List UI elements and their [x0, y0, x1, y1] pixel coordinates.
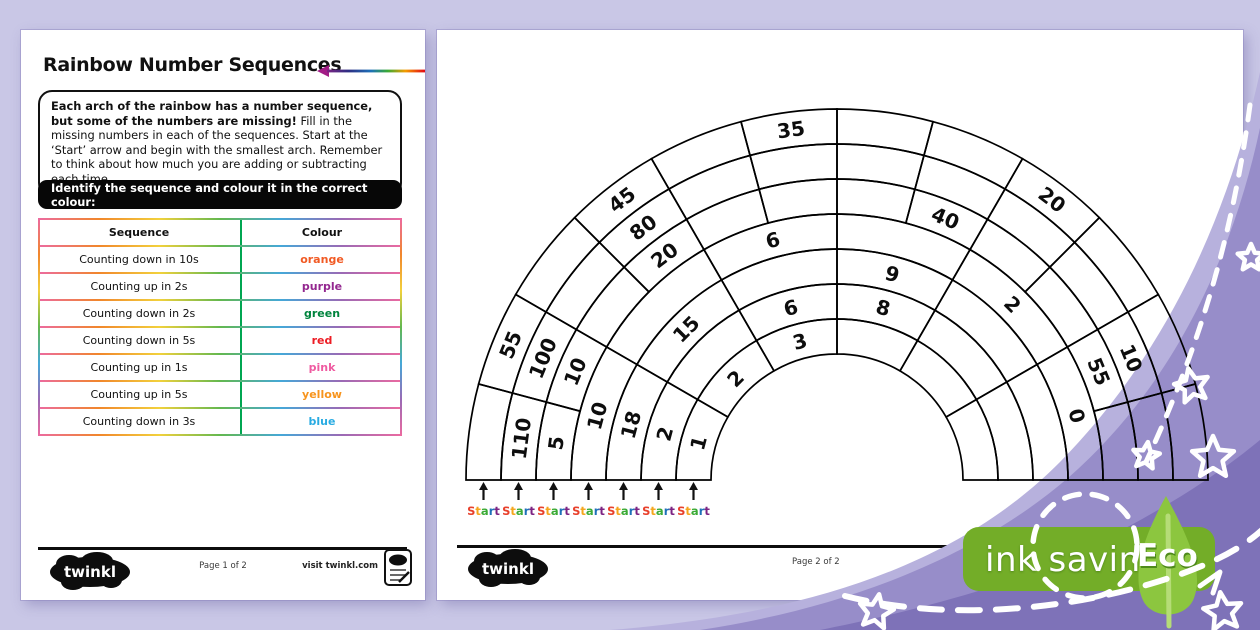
eco-label: Eco — [1137, 538, 1198, 574]
table-border — [38, 434, 402, 436]
table-border — [38, 407, 402, 409]
colour-cell: purple — [301, 280, 343, 293]
footer-divider — [457, 545, 1022, 548]
sequence-cell: Counting up in 2s — [38, 274, 242, 299]
colour-cell: orange — [300, 253, 344, 266]
sequence-cell: Counting down in 5s — [38, 328, 242, 353]
table-border — [38, 380, 402, 382]
page-number: Page 1 of 2 — [199, 561, 247, 571]
rainbow-arrow-icon — [317, 65, 425, 77]
page-title: Rainbow Number Sequences — [43, 54, 342, 76]
table-border — [38, 326, 402, 328]
sequence-cell: Counting down in 10s — [38, 247, 242, 272]
table-border — [38, 272, 402, 274]
colour-cell: blue — [308, 415, 336, 428]
sequence-colour-table: Sequence Colour Counting down in 10s orange… — [38, 218, 402, 436]
table-header-row: Sequence Colour — [38, 220, 402, 245]
table-row: Counting down in 2s green — [38, 301, 402, 326]
table-row: Counting down in 5s red — [38, 328, 402, 353]
colour-cell: red — [311, 334, 333, 347]
table-border — [38, 299, 402, 301]
instructions-bold: Each arch of the rainbow has a number se… — [51, 99, 373, 128]
twinkl-logo: twinkl — [50, 552, 130, 590]
colour-cell: green — [303, 307, 341, 320]
colour-cell: yellow — [302, 388, 342, 401]
colour-key-banner: Identify the sequence and colour it in t… — [38, 180, 402, 209]
header-colour: Colour — [301, 226, 343, 239]
table-row: Counting down in 3s blue — [38, 409, 402, 434]
svg-text:twinkl: twinkl — [64, 563, 116, 581]
page-number: Page 2 of 2 — [792, 557, 840, 567]
sequence-cell: Counting down in 2s — [38, 301, 242, 326]
twinkl-stamp-icon — [384, 549, 412, 586]
svg-text:twinkl: twinkl — [482, 560, 534, 578]
table-row: Counting down in 10s orange — [38, 247, 402, 272]
table-row: Counting up in 5s yellow — [38, 382, 402, 407]
table-border — [38, 245, 402, 247]
sequence-cell: Counting up in 5s — [38, 382, 242, 407]
sequence-cell: Counting up in 1s — [38, 355, 242, 380]
colour-cell: pink — [308, 361, 336, 374]
header-sequence: Sequence — [38, 220, 242, 245]
table-row: Counting up in 1s pink — [38, 355, 402, 380]
visit-link-text: visit twinkl.com — [302, 561, 378, 571]
worksheet-page-1: Rainbow Number Sequences Each arch of th… — [21, 30, 425, 600]
table-border — [38, 218, 402, 220]
table-row: Counting up in 2s purple — [38, 274, 402, 299]
sequence-cell: Counting down in 3s — [38, 409, 242, 434]
twinkl-logo: twinkl — [468, 549, 548, 587]
table-border — [38, 353, 402, 355]
footer-divider — [38, 547, 407, 550]
